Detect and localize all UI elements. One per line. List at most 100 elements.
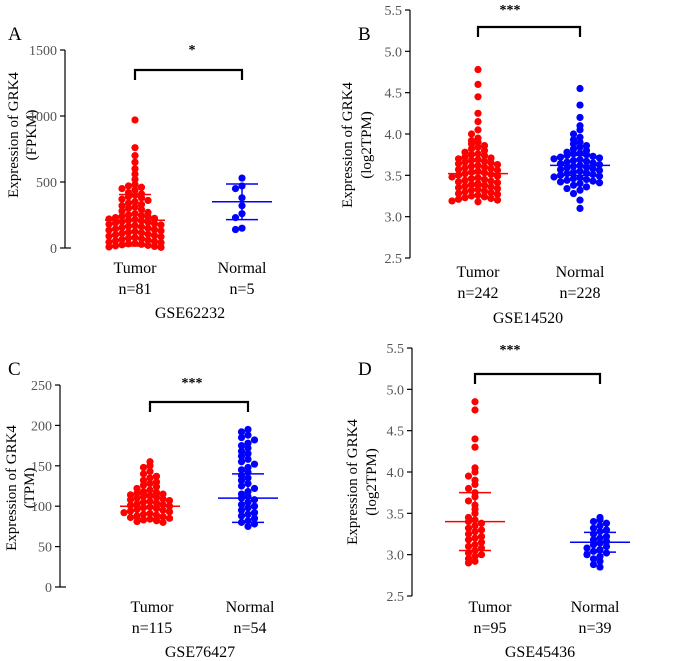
group-name-normal: Normal [556, 264, 605, 281]
data-point-normal [596, 522, 604, 530]
data-point-tumor [111, 231, 120, 239]
data-point-normal [569, 140, 578, 148]
data-point-normal [582, 141, 591, 150]
y-tick-label: 3.5 [387, 507, 405, 522]
data-point-normal [569, 189, 578, 198]
data-point-tumor [124, 222, 133, 230]
data-point-tumor [111, 237, 120, 245]
data-point-tumor [139, 463, 148, 472]
data-point-tumor [464, 484, 473, 493]
data-point-tumor [137, 183, 146, 191]
data-point-tumor [152, 483, 161, 491]
data-point-tumor [471, 406, 479, 414]
data-point-tumor [464, 530, 473, 538]
data-point-tumor [474, 191, 482, 199]
data-point-normal [596, 552, 604, 560]
data-point-tumor [461, 176, 469, 184]
y-tick-label: 2.5 [385, 252, 403, 267]
panel-label: C [8, 359, 21, 380]
y-tick-label: 5.0 [387, 383, 405, 398]
data-point-tumor [474, 150, 482, 158]
data-point-normal [576, 143, 584, 151]
y-tick-label: 0 [45, 581, 52, 596]
data-point-tumor [137, 240, 146, 248]
data-point-normal [563, 184, 571, 193]
data-point-tumor [467, 151, 476, 159]
y-tick-label: 500 [36, 176, 57, 191]
data-point-tumor [105, 226, 113, 234]
panel-label: A [8, 24, 22, 45]
dataset-label: GSE14520 [493, 310, 563, 327]
data-point-tumor [120, 509, 128, 517]
y-tick-label: 50 [38, 541, 52, 556]
data-point-tumor [464, 524, 473, 532]
data-point-tumor [137, 194, 146, 202]
group-n-normal: n=228 [559, 285, 600, 302]
data-point-tumor [137, 200, 146, 209]
data-point-tumor [159, 518, 167, 526]
data-point-tumor [118, 195, 126, 203]
data-point-tumor [157, 227, 165, 235]
data-point-tumor [150, 231, 159, 240]
dataset-label: GSE45436 [505, 644, 575, 661]
data-point-tumor [111, 242, 120, 250]
data-point-normal [569, 130, 578, 138]
data-point-normal [595, 160, 604, 169]
data-point-tumor [480, 151, 489, 160]
data-point-tumor [454, 165, 463, 174]
data-point-tumor [157, 233, 165, 241]
data-point-tumor [487, 165, 495, 173]
data-point-normal [596, 527, 604, 536]
data-point-tumor [467, 145, 476, 153]
data-point-tumor [454, 184, 463, 192]
data-point-tumor [487, 154, 495, 162]
data-point-tumor [487, 189, 495, 197]
data-point-tumor [131, 186, 139, 194]
data-point-normal [556, 171, 565, 179]
data-point-tumor [467, 130, 476, 138]
data-point-tumor [448, 197, 456, 205]
data-point-normal [589, 560, 598, 569]
data-point-tumor [474, 185, 482, 193]
data-point-tumor [159, 506, 167, 514]
data-point-normal [244, 522, 252, 531]
data-point-tumor [471, 480, 479, 488]
data-point-normal [582, 157, 591, 165]
data-point-tumor [111, 219, 120, 227]
panel-label: D [358, 359, 372, 380]
data-point-normal [250, 514, 259, 522]
group-name-tumor: Tumor [114, 260, 158, 277]
significance-bracket [148, 400, 250, 412]
group-name-normal: Normal [226, 599, 275, 616]
dataset-label: GSE76427 [165, 644, 235, 661]
data-point-tumor [471, 398, 479, 406]
data-point-tumor [464, 472, 473, 480]
data-point-tumor [474, 138, 482, 146]
significance-label: *** [182, 376, 203, 391]
data-point-tumor [152, 493, 161, 501]
data-point-normal [576, 204, 584, 212]
data-point-normal [589, 170, 597, 179]
data-point-tumor [461, 158, 469, 166]
data-point-tumor [139, 516, 148, 524]
data-point-normal [589, 518, 598, 526]
data-point-normal [569, 168, 578, 176]
data-point-normal [237, 428, 246, 436]
data-point-normal [595, 172, 604, 180]
data-point-tumor [165, 508, 174, 516]
significance-label: *** [500, 3, 521, 18]
y-axis-label-line2: (log2TPM) [359, 111, 375, 179]
data-point-tumor [454, 195, 463, 203]
data-point-normal [244, 455, 252, 463]
data-point-normal [582, 151, 591, 159]
data-point-tumor [105, 232, 113, 240]
data-point-tumor [133, 517, 141, 526]
data-point-tumor [467, 168, 476, 176]
y-tick-label: 2.5 [387, 590, 405, 605]
data-point-tumor [467, 175, 476, 183]
data-point-tumor [133, 505, 141, 514]
data-point-tumor [137, 235, 146, 243]
data-point-tumor [124, 182, 133, 190]
data-point-normal [250, 496, 259, 504]
data-point-tumor [139, 498, 148, 506]
